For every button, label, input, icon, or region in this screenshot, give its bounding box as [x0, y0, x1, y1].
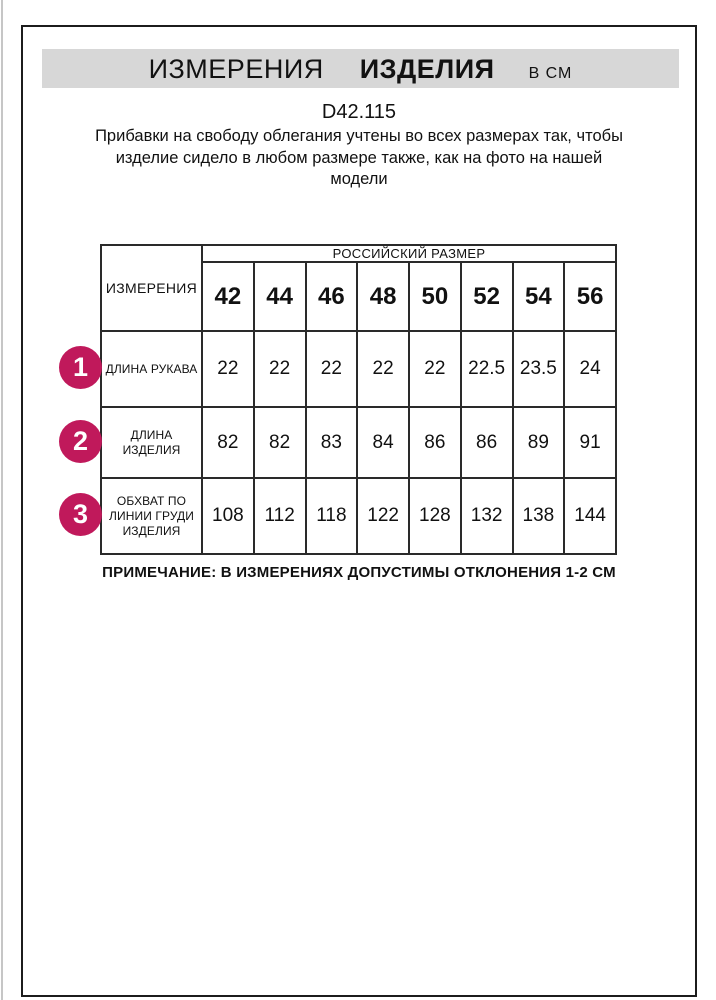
- scan-edge-artifact: [1, 0, 3, 1000]
- value-cell: 22.5: [459, 330, 514, 408]
- value-cell: 89: [511, 406, 566, 479]
- size-cell: 46: [304, 261, 359, 332]
- table-row-chest-girth: ОБХВАТ ПО ЛИНИИ ГРУДИ ИЗДЕЛИЯ 108 112 11…: [100, 477, 617, 555]
- value-cell: 138: [511, 477, 566, 555]
- size-cell: 42: [201, 261, 255, 332]
- table-row-item-length: ДЛИНА ИЗДЕЛИЯ 82 82 83 84 86 86 89 91: [100, 406, 617, 479]
- value-cell: 144: [563, 477, 617, 555]
- value-cell: 122: [356, 477, 410, 555]
- row-marker-3: 3: [59, 493, 102, 536]
- size-cell: 44: [252, 261, 307, 332]
- value-cell: 82: [201, 406, 255, 479]
- value-cell: 118: [304, 477, 359, 555]
- value-cell: 91: [563, 406, 617, 479]
- value-cell: 22: [201, 330, 255, 408]
- value-cell: 132: [459, 477, 514, 555]
- size-cell: 56: [563, 261, 617, 332]
- row-label: ДЛИНА РУКАВА: [100, 330, 203, 408]
- page-title-product: ИЗДЕЛИЯ: [359, 54, 495, 84]
- size-cell: 54: [511, 261, 566, 332]
- size-cell: 52: [459, 261, 514, 332]
- row-marker-2: 2: [59, 420, 102, 463]
- value-cell: 112: [252, 477, 307, 555]
- value-cell: 22: [252, 330, 307, 408]
- title-units: В СМ: [528, 65, 573, 82]
- value-cell: 22: [408, 330, 462, 408]
- value-cell: 86: [408, 406, 462, 479]
- value-cell: 23.5: [511, 330, 566, 408]
- value-cell: 128: [408, 477, 462, 555]
- size-cell: 48: [356, 261, 410, 332]
- value-cell: 84: [356, 406, 410, 479]
- value-cell: 86: [459, 406, 514, 479]
- page-title: ИЗМЕРЕНИЯ: [148, 54, 324, 84]
- value-cell: 24: [563, 330, 617, 408]
- size-cell: 50: [408, 261, 462, 332]
- value-cell: 22: [356, 330, 410, 408]
- value-cell: 82: [252, 406, 307, 479]
- value-cell: 83: [304, 406, 359, 479]
- size-system-header-cell: РОССИЙСКИЙ РАЗМЕР: [201, 244, 617, 263]
- product-code: D42.115: [321, 101, 397, 123]
- size-table: ИЗМЕРЕНИЯ РОССИЙСКИЙ РАЗМЕР 42 44 46 48 …: [100, 244, 617, 555]
- measurements-header-cell: ИЗМЕРЕНИЯ: [100, 244, 203, 332]
- value-cell: 22: [304, 330, 359, 408]
- title-bar: ИЗМЕРЕНИЯ ИЗДЕЛИЯ В СМ: [42, 49, 679, 88]
- row-label: ДЛИНА ИЗДЕЛИЯ: [100, 406, 203, 479]
- row-marker-1: 1: [59, 346, 102, 389]
- value-cell: 108: [201, 477, 255, 555]
- row-label: ОБХВАТ ПО ЛИНИИ ГРУДИ ИЗДЕЛИЯ: [100, 477, 203, 555]
- note-text: ПРИМЕЧАНИЕ: В ИЗМЕРЕНИЯХ ДОПУСТИМЫ ОТКЛО…: [102, 564, 616, 581]
- table-row-sleeve-length: ДЛИНА РУКАВА 22 22 22 22 22 22.5 23.5 24: [100, 330, 617, 408]
- size-header-row: 42 44 46 48 50 52 54 56: [101, 261, 617, 332]
- table-header-row: ИЗМЕРЕНИЯ РОССИЙСКИЙ РАЗМЕР: [100, 244, 617, 332]
- fit-description: Прибавки на свободу облегания учтены во …: [95, 127, 623, 188]
